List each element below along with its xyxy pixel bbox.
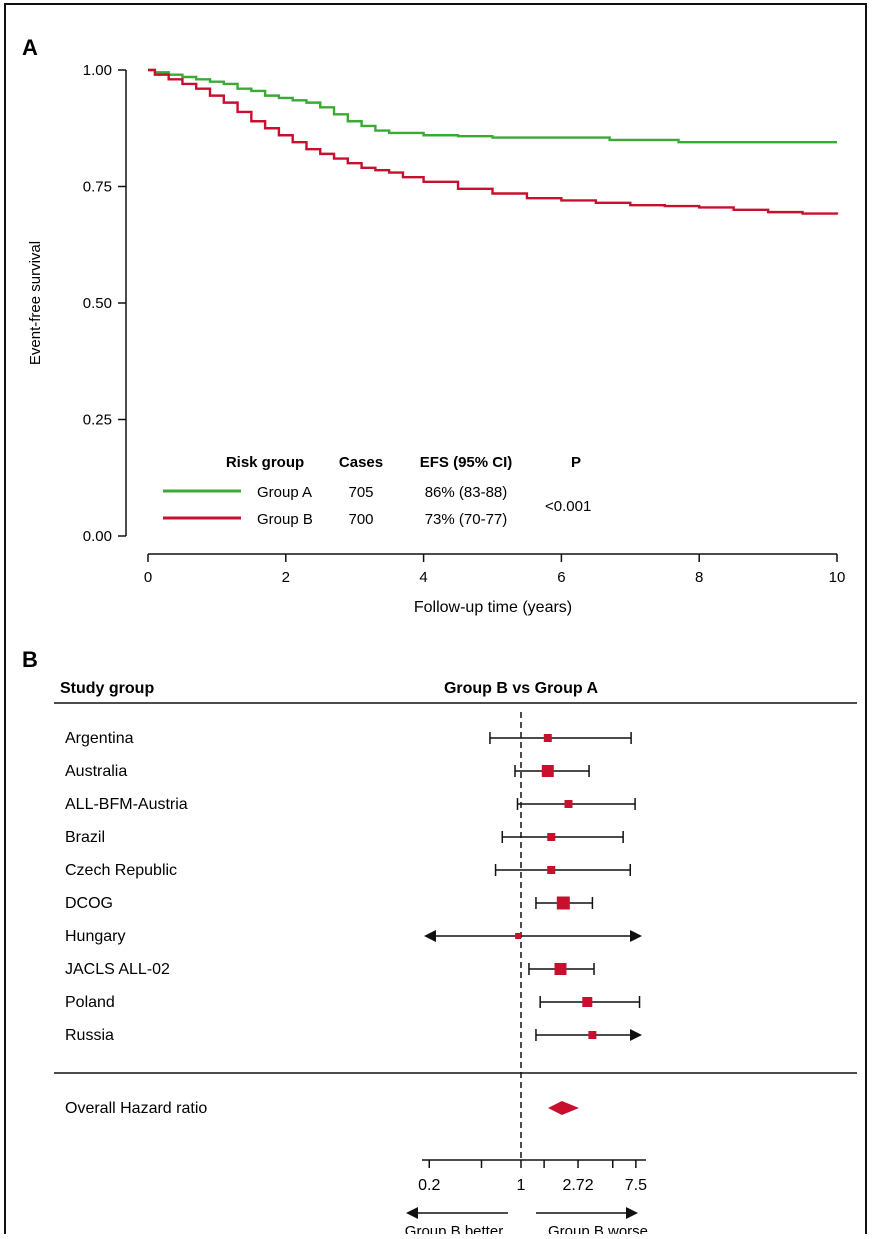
table-row-group-a-label: Group A <box>257 484 312 501</box>
forest-point-estimate <box>564 800 573 808</box>
forest-overall-diamond <box>548 1101 579 1115</box>
forest-point-estimate <box>582 997 593 1007</box>
km-curve-group-b <box>148 68 839 215</box>
figure-frame <box>4 3 867 1234</box>
forest-row-label: ALL-BFM-Austria <box>65 796 188 813</box>
forest-point-estimate <box>541 765 554 777</box>
table-header-p: P <box>571 454 581 471</box>
table-row-group-a-cases: 705 <box>348 484 373 501</box>
table-row-group-b-cases: 700 <box>348 511 373 528</box>
forest-row-label: Hungary <box>65 928 125 945</box>
forest-ci-arrow-right <box>630 930 642 942</box>
forest-plot: Argentina Australia ALL-BFM-Austria Brazil C… <box>65 712 642 1160</box>
forest-row-label: DCOG <box>65 895 113 912</box>
table-header-cases: Cases <box>339 454 383 471</box>
forest-overall-label: Overall Hazard ratio <box>65 1100 207 1117</box>
forest-axis-tick-label: 2.72 <box>562 1177 593 1194</box>
panel-a-axes: 0.00 0.25 0.50 0.75 1.00 0 2 4 6 8 10 <box>83 62 846 586</box>
forest-point-estimate <box>547 833 556 841</box>
arrow-right-head <box>626 1207 638 1219</box>
x-tick-label: 2 <box>282 569 290 586</box>
arrow-left-head <box>406 1207 418 1219</box>
y-tick-label: 0.50 <box>83 295 112 312</box>
forest-point-estimate <box>556 896 570 910</box>
forest-point-estimate <box>554 963 567 975</box>
forest-col-header-study: Study group <box>60 680 154 697</box>
forest-point-estimate <box>515 933 522 939</box>
panel-a-label: A <box>22 35 38 60</box>
forest-row-label: Russia <box>65 1027 114 1044</box>
y-tick-label: 0.00 <box>83 528 112 545</box>
panel-a-summary-table: Risk group Cases EFS (95% CI) P Group A … <box>163 454 591 528</box>
table-p-value: <0.001 <box>545 498 591 515</box>
panel-a-y-axis-label: Event-free survival <box>27 241 44 365</box>
forest-point-estimate <box>543 734 552 742</box>
km-curve-group-a <box>148 68 837 144</box>
table-header-risk-group: Risk group <box>226 454 304 471</box>
x-tick-label: 0 <box>144 569 152 586</box>
panel-a-curves <box>148 68 839 215</box>
forest-row-label: Australia <box>65 763 127 780</box>
panel-a-x-axis-label: Follow-up time (years) <box>414 599 572 616</box>
table-row-group-b-efs: 73% (70-77) <box>425 511 508 528</box>
forest-axis-tick-label: 0.2 <box>418 1177 440 1194</box>
forest-x-axis: 0.2 1 2.72 7.5 <box>418 1159 647 1194</box>
forest-point-estimate <box>547 866 556 874</box>
x-tick-label: 10 <box>829 569 846 586</box>
forest-row-label: Argentina <box>65 730 134 747</box>
x-tick-label: 4 <box>419 569 427 586</box>
table-header-efs: EFS (95% CI) <box>420 454 513 471</box>
forest-row-label: Czech Republic <box>65 862 177 879</box>
forest-axis-tick-label: 1 <box>517 1177 526 1194</box>
y-tick-label: 0.25 <box>83 412 112 429</box>
y-tick-label: 1.00 <box>83 62 112 79</box>
x-tick-label: 6 <box>557 569 565 586</box>
forest-col-header-comparison: Group B vs Group A <box>444 680 599 697</box>
forest-point-estimate <box>588 1031 597 1039</box>
forest-row-label: Brazil <box>65 829 105 846</box>
forest-row-label: JACLS ALL-02 <box>65 961 170 978</box>
x-tick-label: 8 <box>695 569 703 586</box>
forest-axis-tick-label: 7.5 <box>625 1177 647 1194</box>
table-row-group-a-efs: 86% (83-88) <box>425 484 508 501</box>
forest-row-label: Poland <box>65 994 115 1011</box>
forest-ci-arrow-right <box>630 1029 642 1041</box>
table-row-group-b-label: Group B <box>257 511 313 528</box>
forest-ci-arrow-left <box>424 930 436 942</box>
y-tick-label: 0.75 <box>83 179 112 196</box>
panel-b-label: B <box>22 647 38 672</box>
